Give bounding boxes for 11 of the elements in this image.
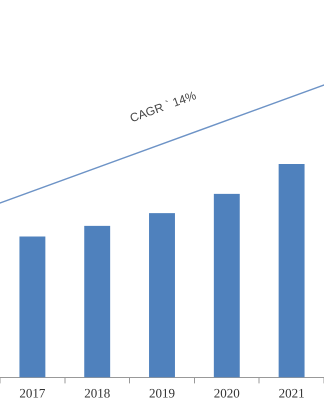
x-tick-label: 2018 bbox=[84, 386, 110, 401]
bar bbox=[84, 226, 110, 378]
bar bbox=[149, 213, 175, 378]
text: CAGR ` 14% bbox=[128, 88, 198, 126]
x-tick-label: 2017 bbox=[19, 386, 46, 401]
x-tick-label: 2019 bbox=[149, 386, 175, 401]
bar bbox=[278, 164, 305, 378]
bar bbox=[19, 236, 46, 378]
x-tick-label: 2020 bbox=[214, 386, 240, 401]
x-tick-label: 2021 bbox=[278, 386, 305, 401]
bar bbox=[214, 194, 240, 378]
